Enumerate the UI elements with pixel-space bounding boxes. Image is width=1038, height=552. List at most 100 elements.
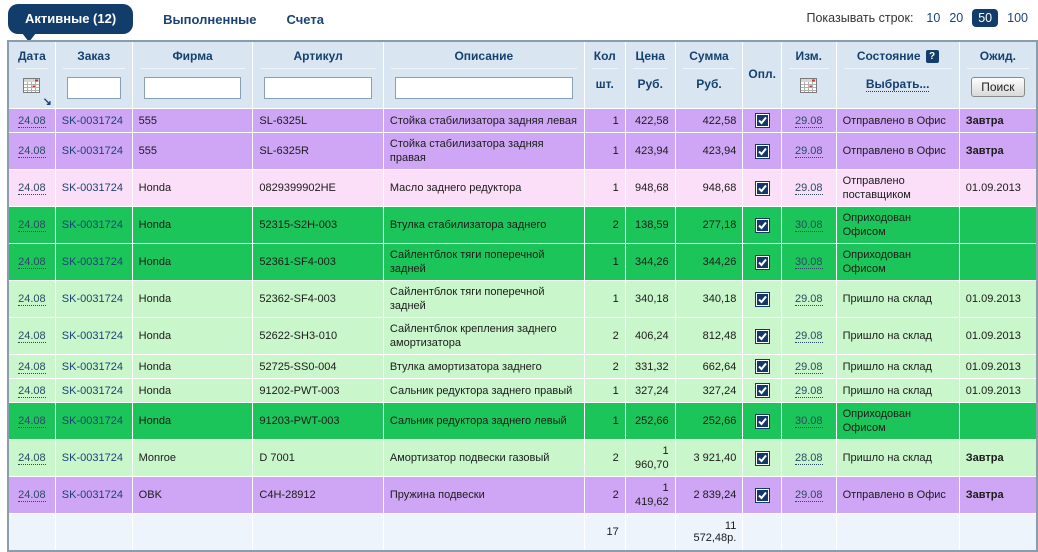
modified-date-link[interactable]: 30.08 [795, 415, 823, 428]
date-link[interactable]: 24.08 [18, 145, 46, 158]
paid-checkbox[interactable] [755, 488, 770, 503]
header-quantity-unit: шт. [585, 69, 625, 103]
tab-invoices[interactable]: Счета [287, 12, 324, 27]
date-link[interactable]: 24.08 [18, 415, 46, 428]
order-link[interactable]: SK-0031724 [62, 361, 123, 373]
cell-articul: SL-6325L [253, 109, 383, 133]
paid-checkbox[interactable] [755, 113, 770, 128]
date-link[interactable]: 24.08 [18, 293, 46, 306]
rows-option-100[interactable]: 100 [1007, 11, 1028, 25]
modified-date-link[interactable]: 29.08 [795, 145, 823, 158]
modified-date-link[interactable]: 29.08 [795, 293, 823, 306]
date-link[interactable]: 24.08 [18, 256, 46, 269]
paid-checkbox[interactable] [755, 451, 770, 466]
modified-calendar-icon[interactable] [800, 77, 817, 96]
cell-modified: 29.08 [781, 170, 836, 207]
paid-checkbox[interactable] [755, 383, 770, 398]
cell-articul: 52362-SF4-003 [253, 281, 383, 318]
header-order-label: Заказ [63, 42, 125, 69]
cell-state: Отправлено в Офис [836, 109, 959, 133]
cell-state: Пришло на склад [836, 355, 959, 379]
date-link[interactable]: 24.08 [18, 385, 46, 398]
order-row: 24.08SK-0031724Honda52622-SH3-010Сайлент… [8, 318, 1037, 355]
tab-completed[interactable]: Выполненные [163, 12, 256, 27]
cell-order: SK-0031724 [55, 379, 132, 403]
modified-date-link[interactable]: 29.08 [795, 182, 823, 195]
order-link[interactable]: SK-0031724 [62, 256, 123, 268]
paid-checkbox[interactable] [755, 181, 770, 196]
cell-price: 1 419,62 [625, 477, 675, 514]
order-link[interactable]: SK-0031724 [62, 330, 123, 342]
cell-sum: 277,18 [675, 207, 743, 244]
paid-checkbox[interactable] [755, 218, 770, 233]
modified-date-link[interactable]: 28.08 [795, 452, 823, 465]
search-button[interactable]: Поиск [971, 77, 1024, 97]
paid-checkbox[interactable] [755, 144, 770, 159]
order-row: 24.08SK-0031724MonroeD 7001Амортизатор п… [8, 440, 1037, 477]
cell-date: 24.08 [8, 477, 55, 514]
date-link[interactable]: 24.08 [18, 182, 46, 195]
cell-sum: 2 839,24 [675, 477, 743, 514]
cell-firm: Honda [132, 355, 253, 379]
header-state-label: Состояние [857, 49, 921, 63]
cell-order: SK-0031724 [55, 318, 132, 355]
modified-date-link[interactable]: 30.08 [795, 219, 823, 232]
state-help-icon[interactable]: ? [926, 50, 939, 63]
date-link[interactable]: 24.08 [18, 330, 46, 343]
modified-date-link[interactable]: 29.08 [795, 361, 823, 374]
paid-checkbox[interactable] [755, 292, 770, 307]
cell-description: Сайлентблок тяги поперечной задней [383, 281, 584, 318]
cell-paid [743, 133, 782, 170]
cell-articul: 0829399902HE [253, 170, 383, 207]
order-link[interactable]: SK-0031724 [62, 145, 123, 157]
cell-firm: Honda [132, 281, 253, 318]
tab-active-orders[interactable]: Активные (12) [8, 4, 133, 34]
paid-checkbox[interactable] [755, 359, 770, 374]
modified-date-link[interactable]: 29.08 [795, 385, 823, 398]
order-link[interactable]: SK-0031724 [62, 182, 123, 194]
sort-direction-icon[interactable]: ↘ [43, 97, 52, 107]
cell-quantity: 1 [584, 281, 625, 318]
order-link[interactable]: SK-0031724 [62, 293, 123, 305]
state-choose-link[interactable]: Выбрать... [866, 77, 930, 92]
order-link[interactable]: SK-0031724 [62, 385, 123, 397]
order-link[interactable]: SK-0031724 [62, 219, 123, 231]
date-link[interactable]: 24.08 [18, 219, 46, 232]
cell-wait: Завтра [959, 109, 1037, 133]
cell-paid [743, 109, 782, 133]
modified-date-link[interactable]: 30.08 [795, 256, 823, 269]
cell-price: 331,32 [625, 355, 675, 379]
rows-option-10[interactable]: 10 [926, 11, 940, 25]
order-row: 24.08SK-0031724Honda52361-SF4-003Сайлент… [8, 244, 1037, 281]
cell-order: SK-0031724 [55, 170, 132, 207]
paid-checkbox[interactable] [755, 414, 770, 429]
column-header-firm: Фирма [132, 41, 253, 109]
cell-description: Пружина подвески [383, 477, 584, 514]
date-calendar-icon[interactable] [23, 77, 40, 96]
cell-sum: 423,94 [675, 133, 743, 170]
date-link[interactable]: 24.08 [18, 115, 46, 128]
paid-checkbox[interactable] [755, 255, 770, 270]
date-link[interactable]: 24.08 [18, 452, 46, 465]
paid-checkbox[interactable] [755, 329, 770, 344]
cell-firm: Honda [132, 379, 253, 403]
order-row: 24.08SK-0031724Honda91203-PWT-003Сальник… [8, 403, 1037, 440]
cell-wait: 01.09.2013 [959, 355, 1037, 379]
date-link[interactable]: 24.08 [18, 361, 46, 374]
cell-quantity: 1 [584, 109, 625, 133]
order-link[interactable]: SK-0031724 [62, 115, 123, 127]
order-link[interactable]: SK-0031724 [62, 489, 123, 501]
modified-date-link[interactable]: 29.08 [795, 330, 823, 343]
order-filter-input[interactable] [67, 77, 121, 99]
column-header-price: Цена Руб. [625, 41, 675, 109]
order-link[interactable]: SK-0031724 [62, 415, 123, 427]
modified-date-link[interactable]: 29.08 [795, 115, 823, 128]
cell-description: Сальник редуктора заднего левый [383, 403, 584, 440]
order-link[interactable]: SK-0031724 [62, 452, 123, 464]
rows-option-20[interactable]: 20 [949, 11, 963, 25]
rows-option-50[interactable]: 50 [972, 9, 998, 27]
cell-wait: 01.09.2013 [959, 281, 1037, 318]
firm-filter-input[interactable] [144, 77, 242, 99]
description-filter-input[interactable] [395, 77, 573, 99]
articul-filter-input[interactable] [264, 77, 371, 99]
